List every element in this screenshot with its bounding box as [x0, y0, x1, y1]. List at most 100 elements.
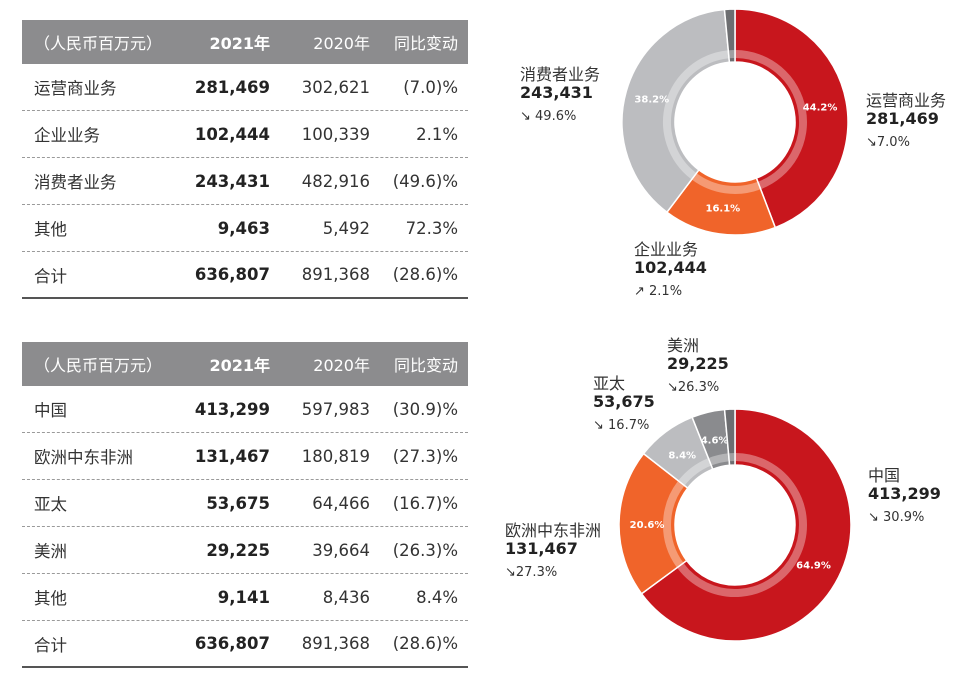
row-2021: 636,807: [194, 265, 270, 284]
table-row: 消费者业务 243,431 482,916 (49.6)%: [22, 158, 468, 205]
callout-change: ↘ 30.9%: [868, 510, 925, 525]
row-label: 其他: [34, 220, 67, 239]
table-total-row: 合计 636,807 891,368 (28.6)%: [22, 621, 468, 668]
row-2020: 891,368: [301, 634, 370, 653]
row-2021: 102,444: [194, 124, 270, 144]
row-2021: 9,141: [217, 587, 270, 607]
header-change: 同比变动: [393, 34, 458, 53]
header-2021: 2021年: [209, 34, 270, 53]
callout-name: 消费者业务: [520, 65, 601, 84]
table-row: 亚太 53,675 64,466 (16.7)%: [22, 480, 468, 527]
callout-name: 美洲: [667, 336, 700, 355]
row-change: (7.0)%: [403, 77, 458, 97]
callout-china: 中国 413,299 ↘ 30.9%: [868, 467, 941, 527]
row-label: 其他: [34, 589, 67, 608]
header-unit: （人民币百万元）: [34, 356, 163, 375]
table-header: （人民币百万元） 2021年 2020年 同比变动: [22, 342, 468, 386]
donut-slice-0-0: [734, 8, 849, 229]
callout-apac: 亚太 53,675 ↘ 16.7%: [593, 375, 655, 435]
row-change: (28.6)%: [392, 265, 458, 284]
revenue-by-business-table: （人民币百万元） 2021年 2020年 同比变动 运营商业务 281,469 …: [22, 20, 468, 299]
row-change: (26.3)%: [392, 540, 458, 560]
donut-slice-0-3: [723, 8, 736, 64]
revenue-by-region-table: （人民币百万元） 2021年 2020年 同比变动 中国 413,299 597…: [22, 342, 468, 668]
header-2021: 2021年: [209, 356, 270, 375]
row-2020: 39,664: [312, 540, 370, 560]
table-total-row: 合计 636,807 891,368 (28.6)%: [22, 252, 468, 299]
callout-value: 243,431: [520, 83, 593, 102]
table-row: 其他 9,141 8,436 8.4%: [22, 574, 468, 621]
slice-percent-label: 64.9%: [796, 561, 831, 572]
row-change: (30.9)%: [392, 399, 458, 419]
slice-percent-label: 8.4%: [668, 451, 696, 462]
callout-change: ↘27.3%: [505, 565, 558, 580]
row-label: 消费者业务: [34, 173, 117, 192]
callout-change: ↗ 2.1%: [634, 284, 683, 299]
callout-name: 企业业务: [634, 240, 699, 259]
donut-slice-0-2: [621, 8, 731, 214]
row-label: 中国: [34, 401, 67, 420]
row-label: 企业业务: [34, 126, 100, 145]
callout-change: ↘26.3%: [667, 380, 720, 395]
table-row: 欧洲中东非洲 131,467 180,819 (27.3)%: [22, 433, 468, 480]
header-unit: （人民币百万元）: [34, 34, 163, 53]
slice-percent-label: 38.2%: [634, 94, 669, 105]
row-2021: 413,299: [194, 399, 270, 419]
callout-value: 29,225: [667, 354, 729, 373]
row-change: 72.3%: [405, 218, 458, 238]
callout-name: 运营商业务: [866, 91, 947, 110]
callout-carrier: 运营商业务 281,469 ↘7.0%: [866, 92, 946, 152]
donut-slice-1-4: [723, 408, 736, 467]
row-2020: 482,916: [301, 171, 370, 191]
row-2021: 9,463: [217, 218, 270, 238]
row-label: 合计: [34, 635, 67, 655]
table-row: 企业业务 102,444 100,339 2.1%: [22, 111, 468, 158]
callout-change: ↘ 16.7%: [593, 418, 650, 433]
row-2020: 891,368: [301, 265, 370, 284]
table-row: 其他 9,463 5,492 72.3%: [22, 205, 468, 252]
donut-inner-ring-0-0: [735, 50, 807, 190]
slice-percent-label: 44.2%: [803, 102, 838, 113]
row-label: 合计: [34, 266, 67, 286]
row-label: 亚太: [34, 495, 67, 514]
row-2020: 64,466: [312, 493, 370, 513]
table-row: 中国 413,299 597,983 (30.9)%: [22, 386, 468, 433]
row-2021: 131,467: [194, 446, 270, 466]
row-2020: 302,621: [301, 77, 370, 97]
row-change: (49.6)%: [392, 171, 458, 191]
donut-inner-ring-0-1: [692, 173, 760, 194]
callout-name: 欧洲中东非洲: [505, 521, 602, 540]
row-2021: 281,469: [194, 77, 270, 97]
row-label: 美洲: [34, 542, 67, 561]
row-change: 8.4%: [416, 587, 458, 607]
callout-name: 中国: [868, 466, 901, 485]
row-change: 2.1%: [416, 124, 458, 144]
table-row: 运营商业务 281,469 302,621 (7.0)%: [22, 64, 468, 111]
donut-inner-ring-0-2: [663, 50, 729, 180]
callout-value: 413,299: [868, 484, 941, 503]
row-2021: 53,675: [206, 493, 270, 513]
row-2021: 243,431: [194, 171, 270, 191]
row-2020: 100,339: [301, 124, 370, 144]
callout-emea: 欧洲中东非洲 131,467 ↘27.3%: [505, 522, 601, 582]
table-header: （人民币百万元） 2021年 2020年 同比变动: [22, 20, 468, 64]
donut-slice-1-0: [640, 408, 852, 642]
donut-inner-ring-1-3: [709, 453, 729, 466]
callout-value: 131,467: [505, 539, 578, 558]
slice-percent-label: 20.6%: [630, 520, 665, 531]
header-2020: 2020年: [313, 34, 370, 53]
row-2020: 180,819: [301, 446, 370, 466]
donut-inner-ring-1-2: [678, 458, 711, 486]
callout-value: 281,469: [866, 109, 939, 128]
callout-change: ↘7.0%: [866, 135, 910, 150]
donut-inner-ring-1-1: [663, 481, 685, 568]
row-2021: 29,225: [206, 540, 270, 560]
callout-enterprise: 企业业务 102,444 ↗ 2.1%: [634, 241, 707, 301]
row-change: (16.7)%: [392, 493, 458, 513]
row-label: 欧洲中东非洲: [34, 448, 133, 467]
callout-americas: 美洲 29,225 ↘26.3%: [667, 337, 729, 397]
callout-value: 102,444: [634, 258, 707, 277]
header-change: 同比变动: [393, 356, 458, 375]
callout-change: ↘ 49.6%: [520, 109, 577, 124]
